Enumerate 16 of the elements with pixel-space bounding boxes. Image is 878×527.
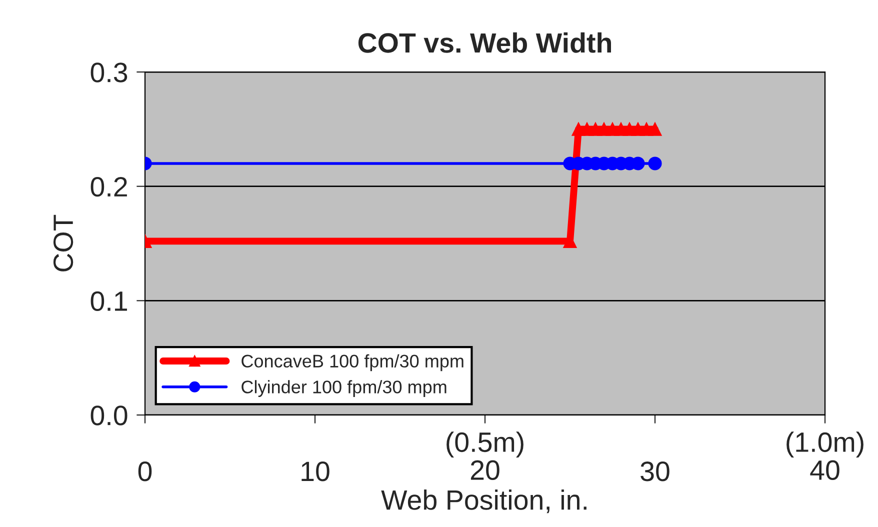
y-tick-label: 0.2 [90, 177, 127, 197]
point [648, 122, 662, 136]
x-axis-title: Web Position, in. [381, 489, 586, 514]
x-tick-label: 30 [640, 462, 670, 482]
x-tick-label: (1.0m) 40 [786, 432, 864, 480]
chart-title: COT vs. Web Width [358, 32, 611, 53]
x-tick-label: 0 [138, 462, 152, 482]
y-tick-label: 0.3 [90, 62, 128, 82]
legend-label: Clyinder 100 fpm/30 mpm [242, 380, 446, 397]
y-tick-label: 0.1 [90, 291, 127, 312]
x-tick-label: (0.5m) 20 [446, 432, 524, 480]
point [648, 156, 662, 170]
y-axis-title: COT [53, 214, 74, 272]
legend-label: ConcaveB 100 fpm/30 mpm [242, 354, 464, 372]
x-tick-label: 10 [302, 462, 330, 482]
y-tick-label: 0.0 [90, 406, 128, 426]
